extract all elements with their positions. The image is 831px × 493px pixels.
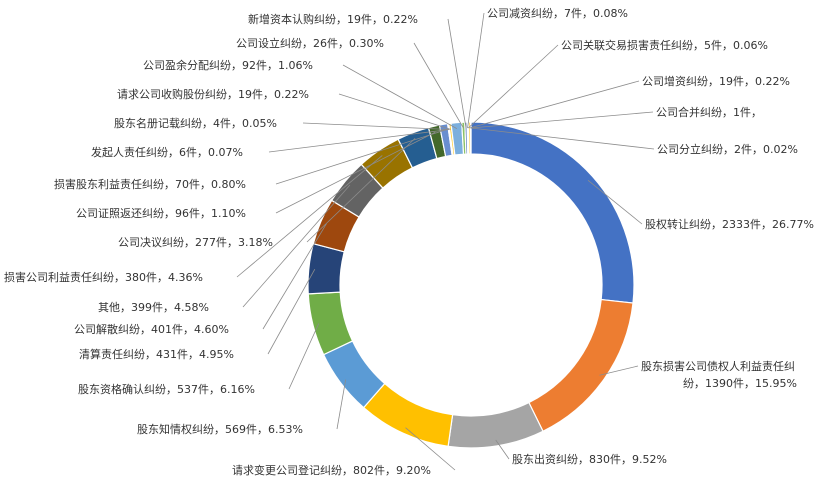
slice-16-leader-line xyxy=(339,94,451,129)
slice-15-leader-line xyxy=(303,123,449,130)
slice-18-label: 公司设立纠纷，26件，0.30% xyxy=(236,36,384,50)
slice-18-leader-line xyxy=(414,43,464,128)
slice-21-label: 公司关联交易损害责任纠纷，5件，0.06% xyxy=(561,38,768,52)
slice-19-label: 新增资本认购纠纷，19件，0.22% xyxy=(248,12,418,26)
slice-11-label: 公司决议纠纷，277件，3.18% xyxy=(118,236,273,249)
slice-2-arc xyxy=(529,300,633,432)
slice-20-leader-line xyxy=(468,13,484,128)
slice-24-label: 公司分立纠纷，2件，0.02% xyxy=(657,142,798,156)
slice-19-leader-line xyxy=(448,19,466,128)
slice-17-label: 公司盈余分配纠纷，92件，1.06% xyxy=(143,58,313,72)
slice-4-label: 请求变更公司登记纠纷，802件，9.20% xyxy=(232,463,431,477)
slice-3-arc xyxy=(448,403,543,448)
slice-22-label: 公司增资纠纷，19件，0.22% xyxy=(642,74,790,88)
slice-12-label: 公司证照返还纠纷，96件，1.10% xyxy=(76,207,246,220)
slice-1-arc xyxy=(471,122,634,303)
slice-8-label: 公司解散纠纷，401件，4.60% xyxy=(74,322,229,336)
slice-7-label: 清算责任纠纷，431件，4.95% xyxy=(79,347,234,361)
slice-16-label: 请求公司收购股份纠纷，19件，0.22% xyxy=(117,87,309,101)
leader-line-group xyxy=(237,13,654,470)
slice-20-label: 公司减资纠纷，7件，0.08% xyxy=(487,7,628,20)
slice-9-label: 其他，399件，4.58% xyxy=(98,301,209,314)
slice-group xyxy=(308,122,634,448)
slice-2-label: 股东损害公司债权人利益责任纠纷，1390件，15.95% xyxy=(641,359,797,390)
slice-5-label: 股东知情权纠纷，569件，6.53% xyxy=(137,422,303,436)
slice-11-leader-line xyxy=(307,138,415,242)
slice-6-label: 股东资格确认纠纷，537件，6.16% xyxy=(78,382,255,396)
slice-17-leader-line xyxy=(343,65,457,129)
slice-10-label: 损害公司利益责任纠纷，380件，4.36% xyxy=(4,270,203,284)
slice-14-label: 发起人责任纠纷，6件，0.07% xyxy=(91,145,243,159)
slice-15-label: 股东名册记载纠纷，4件，0.05% xyxy=(114,116,277,130)
slice-7-arc xyxy=(308,244,344,294)
slice-13-label: 损害股东利益责任纠纷，70件，0.80% xyxy=(54,177,246,191)
slice-1-label: 股权转让纠纷，2333件，26.77% xyxy=(645,217,814,231)
slice-6-leader-line xyxy=(289,324,319,389)
slice-23-label: 公司合并纠纷，1件， xyxy=(656,105,762,119)
slice-5-leader-line xyxy=(337,380,346,429)
slice-3-label: 股东出资纠纷，830件，9.52% xyxy=(512,452,667,466)
